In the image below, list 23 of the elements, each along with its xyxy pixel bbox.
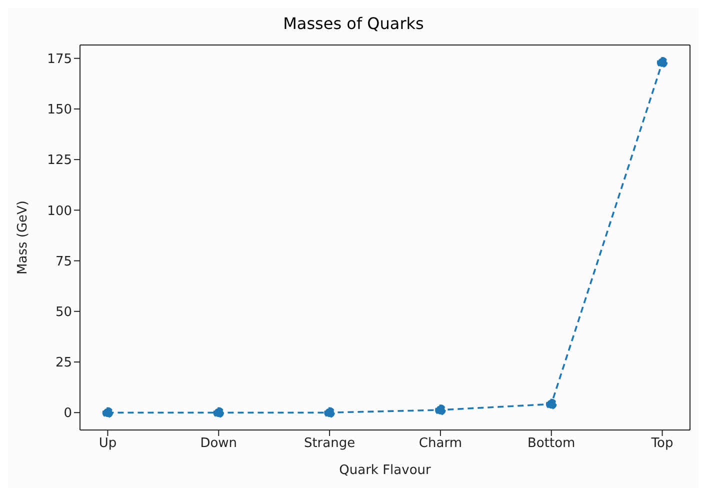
- x-tick-label: Down: [200, 436, 238, 452]
- y-tick-label: 150: [47, 102, 72, 118]
- y-tick-label: 100: [47, 204, 72, 219]
- point: [102, 407, 114, 418]
- y-tick-label: 25: [55, 356, 72, 371]
- x-tick-label: Strange: [304, 436, 356, 452]
- x-tick-label: Bottom: [528, 436, 576, 452]
- point: [324, 407, 335, 418]
- chart-title: Masses of Quarks: [282, 13, 425, 35]
- y-tick-label: 125: [47, 153, 72, 168]
- point: [213, 407, 224, 418]
- x-axis-title: Quark Flavour: [339, 463, 432, 478]
- y-tick-label: 175: [47, 52, 72, 67]
- point: [546, 398, 557, 410]
- point: [435, 404, 446, 416]
- x-tick-label: Charm: [418, 436, 462, 452]
- y-tick-label: 75: [55, 254, 72, 270]
- y-axis-title: Mass (GeV): [16, 200, 31, 274]
- x-tick-label: Top: [650, 436, 674, 452]
- x-tick-label: Up: [98, 436, 117, 452]
- y-tick-label: 50: [55, 305, 72, 320]
- y-tick-label: 0: [64, 406, 72, 422]
- point: [656, 57, 668, 68]
